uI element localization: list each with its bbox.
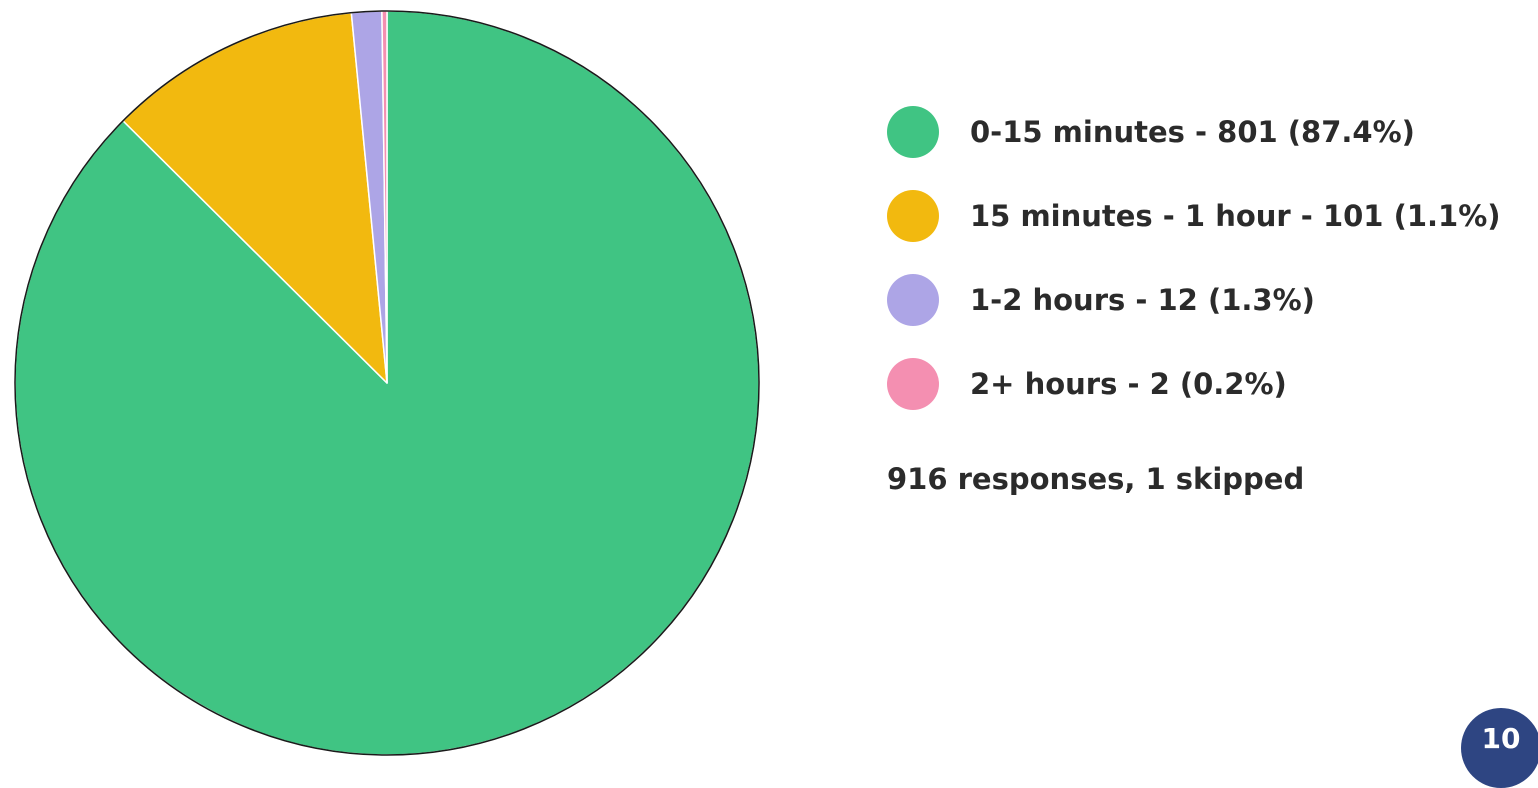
legend-swatch [887,274,939,326]
legend-item-15-minutes-1-hour: 15 minutes - 1 hour - 101 (1.1%) [887,190,1501,242]
legend: 0-15 minutes - 801 (87.4%) 15 minutes - … [887,106,1501,442]
legend-swatch [887,358,939,410]
legend-swatch [887,190,939,242]
legend-label: 0-15 minutes - 801 (87.4%) [970,115,1415,149]
legend-label: 2+ hours - 2 (0.2%) [970,367,1287,401]
legend-item-2-plus-hours: 2+ hours - 2 (0.2%) [887,358,1501,410]
legend-swatch [887,106,939,158]
legend-label: 1-2 hours - 12 (1.3%) [970,283,1315,317]
legend-item-1-2-hours: 1-2 hours - 12 (1.3%) [887,274,1501,326]
legend-label: 15 minutes - 1 hour - 101 (1.1%) [970,199,1501,233]
page-number-badge: 10 [1461,708,1538,788]
responses-summary: 916 responses, 1 skipped [887,462,1305,496]
legend-item-0-15-minutes: 0-15 minutes - 801 (87.4%) [887,106,1501,158]
pie-chart [14,10,760,756]
